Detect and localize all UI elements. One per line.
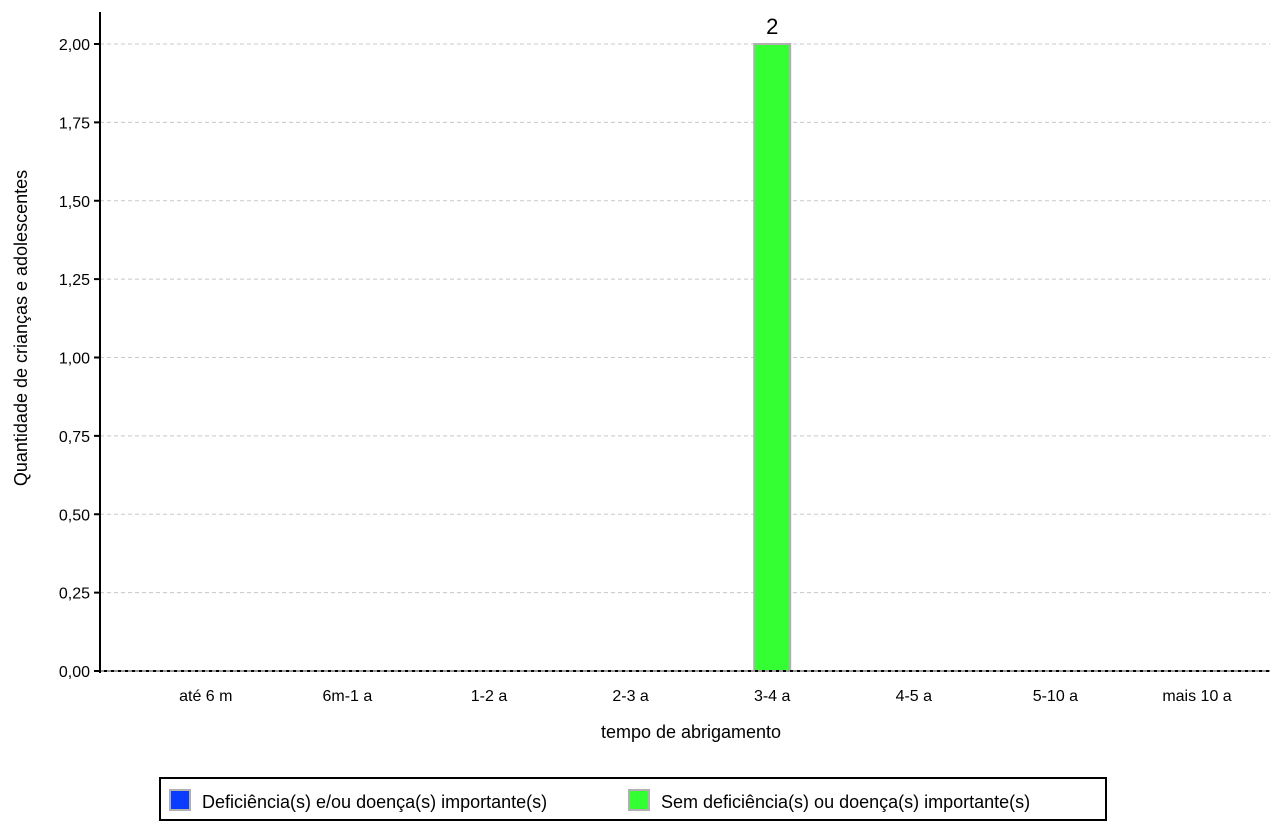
- legend-label-0: Deficiência(s) e/ou doença(s) importante…: [202, 792, 547, 812]
- gridlines: [100, 43, 1270, 594]
- x-tick-label: 2-3 a: [612, 688, 649, 705]
- x-axis-title: tempo de abrigamento: [601, 722, 781, 742]
- y-tick-label: 1,25: [59, 272, 90, 289]
- y-tick-label: 1,75: [59, 115, 90, 132]
- legend-swatch-0: [169, 789, 191, 811]
- x-tick-label: mais 10 a: [1162, 688, 1231, 705]
- x-tick-label: 5-10 a: [1033, 688, 1078, 705]
- x-tick-label: até 6 m: [179, 688, 232, 705]
- y-tick-label: 0,00: [59, 664, 90, 681]
- x-tick-label: 4-5 a: [896, 688, 933, 705]
- legend-label-1: Sem deficiência(s) ou doença(s) importan…: [661, 792, 1030, 812]
- axes: [94, 12, 1270, 673]
- legend: Deficiência(s) e/ou doença(s) importante…: [159, 777, 1107, 821]
- y-tick-label: 1,00: [59, 351, 90, 368]
- y-tick-label: 0,75: [59, 429, 90, 446]
- y-tick-label: 0,25: [59, 586, 90, 603]
- x-tick-label: 3-4 a: [754, 688, 791, 705]
- x-tick-label: 1-2 a: [471, 688, 508, 705]
- y-tick-label: 1,50: [59, 194, 90, 211]
- data-label: 2: [766, 14, 778, 39]
- bar: [753, 43, 792, 672]
- legend-swatch-1: [628, 789, 650, 811]
- y-tick-label: 2,00: [59, 37, 90, 54]
- bars: [753, 43, 792, 672]
- labels: 0,00 0,25 0,50 0,75 1,00 1,25 1,50 1,75 2,00 até …: [59, 14, 1232, 705]
- y-axis-title: Quantidade de crianças e adolescentes: [11, 170, 31, 486]
- x-tick-label: 6m-1 a: [323, 688, 373, 705]
- y-tick-label: 0,50: [59, 507, 90, 524]
